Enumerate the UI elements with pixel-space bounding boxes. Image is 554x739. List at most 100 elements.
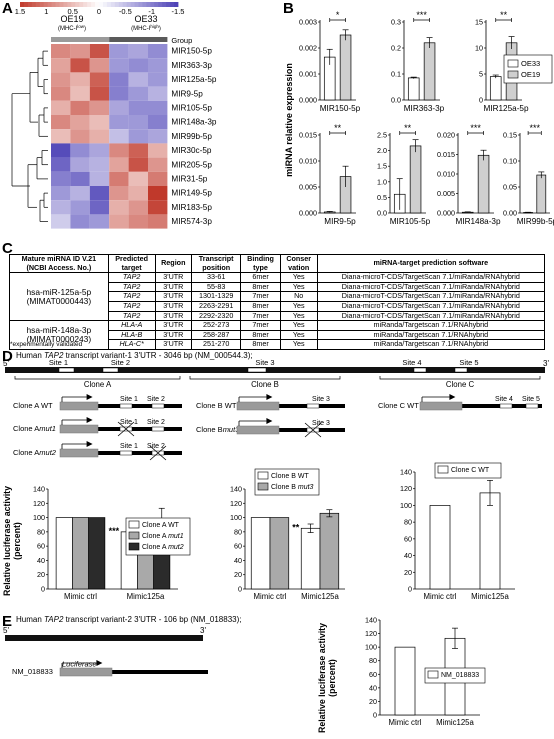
- y-tick-label: 40: [234, 556, 242, 565]
- heatmap-cell: [109, 143, 129, 158]
- scale-segment: [79, 2, 84, 7]
- heatmap-cell: [70, 143, 90, 158]
- site-box: [499, 403, 513, 409]
- heatmap-row-label: MIR149-5p: [171, 189, 212, 198]
- site-label: Site 2: [111, 358, 130, 367]
- y-tick-label: 100: [230, 513, 242, 522]
- construct-label: Clone A WT: [13, 401, 53, 410]
- site-label: Site 4: [402, 358, 421, 367]
- site-box: [151, 403, 165, 409]
- site-box: [119, 450, 133, 456]
- significance-stars: ***: [529, 123, 540, 133]
- site-label: Site 1: [49, 358, 68, 367]
- three-prime: 3': [543, 359, 549, 368]
- chart-name: MIR150-5p: [320, 104, 361, 113]
- five-prime: 5': [3, 626, 9, 635]
- table-cell: HLA-A: [107, 320, 156, 331]
- legend-label: NM_018833: [441, 672, 479, 679]
- y-tick-label: 1.5: [377, 162, 387, 171]
- scale-segment: [75, 2, 80, 7]
- group-name: OE19: [60, 14, 83, 24]
- construct-site-label: Site 1: [120, 396, 138, 403]
- expression-chart: 0.0 0.1 0.2 0.3 *** MIR363-3p: [391, 10, 445, 113]
- scale-segment: [150, 2, 155, 7]
- y-tick-label: 0: [41, 585, 45, 594]
- scale-segment: [87, 2, 92, 7]
- site-box: [525, 403, 539, 409]
- scale-segment: [114, 2, 120, 7]
- site-box: [454, 367, 468, 373]
- heatmap-cell: [128, 186, 148, 201]
- y-tick-label: 0.0: [377, 209, 387, 218]
- bar: [479, 492, 501, 590]
- scale-segment: [67, 2, 72, 7]
- panel-label-a: A: [2, 0, 13, 17]
- chart-name: MIR148a-3p: [455, 217, 501, 226]
- legend-swatch: [507, 70, 519, 79]
- luciferase-box: [236, 425, 280, 435]
- construct-label: NM_018833: [12, 667, 53, 676]
- table-cell: 3'UTR: [154, 272, 193, 283]
- panel-label-c: C: [2, 240, 13, 257]
- y-tick-label: 1.0: [377, 177, 387, 186]
- heatmap-cell: [148, 100, 168, 115]
- legend-swatch: [437, 465, 449, 474]
- heatmap-row-label: MIR105-5p: [171, 103, 212, 112]
- heatmap-row-label: MIR9-5p: [171, 89, 203, 98]
- heatmap-cell: [109, 115, 129, 130]
- y-tick-label: 100: [365, 643, 377, 652]
- y-tick-label: 0.010: [437, 170, 455, 179]
- scale-segment: [20, 2, 25, 7]
- legend-box: [503, 54, 553, 84]
- group-sub: (MHC-Ilow): [58, 24, 86, 32]
- heatmap-cell: [51, 115, 71, 130]
- scale-segment: [39, 2, 45, 7]
- legend-swatch: [128, 531, 140, 540]
- table-header-cell: Predicted target: [107, 253, 156, 274]
- legend-swatch: [427, 670, 439, 679]
- scale-segment: [134, 2, 139, 7]
- heatmap-cell: [70, 129, 90, 144]
- luciferase-ylabel: Relative luciferase activity: [317, 623, 327, 733]
- group-name: OE33: [134, 14, 157, 24]
- table-cell: Diana-microT-CDS/TargetScan 7.1/miRanda/…: [316, 300, 546, 312]
- site-box: [247, 367, 267, 373]
- heatmap-cell: [89, 157, 110, 172]
- scale-segment: [83, 2, 88, 7]
- scale-segment: [43, 2, 49, 7]
- scale-segment: [91, 2, 96, 7]
- heatmap-cell: [128, 171, 148, 186]
- category-label: Mimic ctrl: [389, 718, 422, 727]
- heatmap-cell: [70, 186, 90, 201]
- site-label: Site 5: [459, 358, 478, 367]
- panel-d-title: Human TAP2 transcript variant-1 3'UTR - …: [16, 351, 253, 360]
- y-tick-label: 0: [238, 585, 242, 594]
- heatmap-cell: [89, 44, 110, 59]
- expression-chart: 0.0 0.5 1.0 1.5 2.0 2.5 ** MIR105-5p: [377, 123, 431, 226]
- table-header-cell: Conser vation: [279, 253, 318, 274]
- promoter-arrowhead: [86, 441, 93, 447]
- heatmap-cell: [70, 58, 90, 73]
- luciferase-ylabel-unit: (percent): [327, 659, 337, 697]
- category-label: Mimic125a: [436, 718, 474, 727]
- scale-segment: [158, 2, 163, 7]
- heatmap-cell: [51, 200, 71, 215]
- table-cell: miRanda/Targetscan 7.1/RNAhybrid: [316, 320, 546, 331]
- chart-name: MIR105-5p: [390, 217, 431, 226]
- scale-segment: [95, 2, 100, 7]
- heatmap-cell: [51, 86, 71, 101]
- heatmap-cell: [148, 58, 168, 73]
- heatmap-row-label: MIR148a-3p: [171, 118, 217, 127]
- scale-segment: [110, 2, 116, 7]
- y-tick-label: 80: [234, 527, 242, 536]
- y-tick-label: 140: [365, 616, 377, 625]
- table-cell: TAP2: [107, 300, 156, 312]
- bar-oe33: [407, 77, 420, 101]
- y-tick-label: 80: [37, 527, 45, 536]
- legend-swatch: [128, 520, 140, 529]
- three-prime: 3': [200, 626, 206, 635]
- table-header-row: Mature miRNA ID V.21 (NCBI Access. No.) Pr…: [9, 253, 546, 274]
- category-label: Mimic ctrl: [64, 592, 97, 601]
- expression-chart: 0.000 0.005 0.010 0.015 ** MIR9-5p: [299, 123, 356, 226]
- scale-tick: -1: [148, 7, 155, 16]
